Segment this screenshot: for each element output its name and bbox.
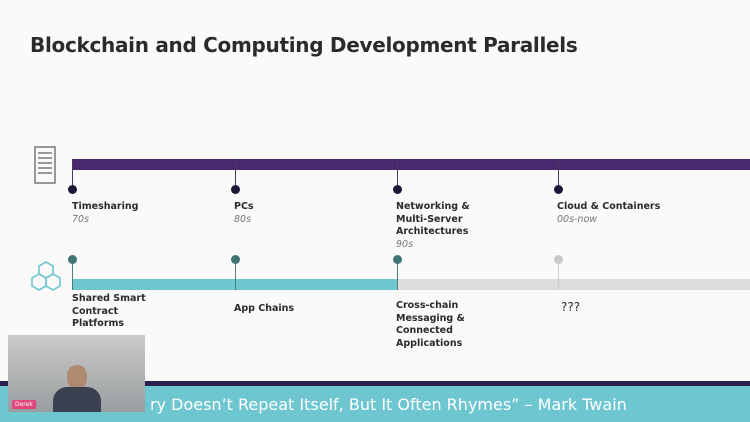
computing-dot <box>393 185 402 194</box>
computing-tick <box>235 159 236 189</box>
computing-dot <box>554 185 563 194</box>
computing-tick <box>72 159 73 189</box>
slide-title: Blockchain and Computing Development Par… <box>30 33 578 57</box>
blockchain-tick <box>558 260 559 290</box>
blockchain-dot <box>231 255 240 264</box>
computing-dot <box>231 185 240 194</box>
blocks-icon <box>28 260 64 300</box>
blockchain-future-bar <box>397 279 750 290</box>
quote-text: ry Doesn’t Repeat Itself, But It Often R… <box>150 395 627 414</box>
blockchain-tick <box>397 260 398 290</box>
speaker-figure <box>53 365 101 412</box>
footer-divider <box>0 381 750 386</box>
computing-milestone: Networking & Multi-Server Architectures 9… <box>396 201 470 250</box>
blockchain-dot <box>554 255 563 264</box>
computing-tick <box>558 159 559 189</box>
blockchain-milestone: Cross-chain Messaging & Connected Applic… <box>396 300 465 349</box>
blockchain-dot <box>393 255 402 264</box>
blockchain-dot <box>68 255 77 264</box>
blockchain-tick <box>235 260 236 290</box>
speaker-video[interactable]: Derek <box>8 335 145 412</box>
blockchain-milestone: ??? <box>561 300 581 314</box>
blockchain-milestone: Shared Smart Contract Platforms <box>72 293 146 329</box>
blockchain-tick <box>72 260 73 290</box>
blockchain-milestone: App Chains <box>234 303 295 314</box>
computing-timeline-bar <box>72 159 750 170</box>
computing-tick <box>397 159 398 189</box>
computing-dot <box>68 185 77 194</box>
server-icon <box>34 146 56 188</box>
computing-milestone: Cloud & Containers 00s-now <box>557 201 661 225</box>
computing-milestone: PCs 80s <box>234 201 254 225</box>
speaker-name-badge: Derek <box>12 400 36 409</box>
computing-milestone: Timesharing 70s <box>72 201 139 225</box>
blockchain-timeline-bar <box>72 279 397 290</box>
